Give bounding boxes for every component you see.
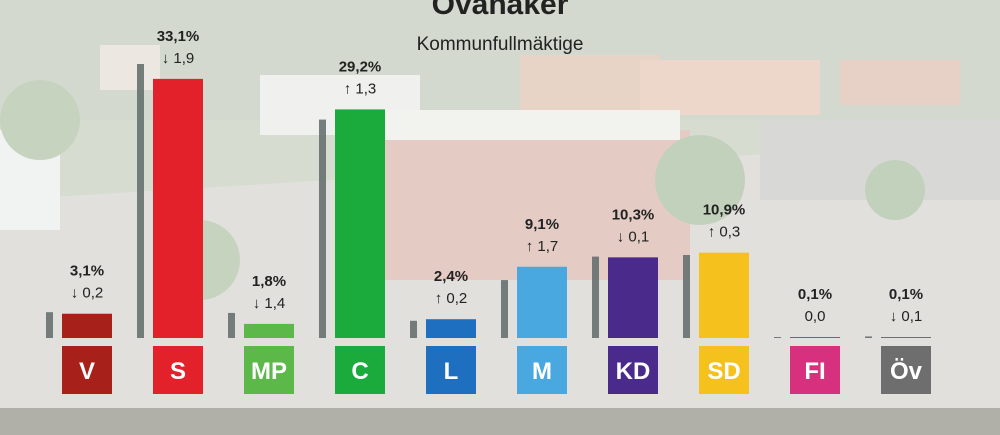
previous-result-bar [137, 64, 144, 338]
party-label: M [532, 358, 552, 385]
party-badge [517, 346, 567, 394]
previous-result-bar [774, 337, 781, 338]
previous-result-bar [865, 336, 872, 338]
chart-title: Ovanåker [431, 0, 569, 21]
change-label: 0,0 [805, 308, 826, 325]
party-label: KD [616, 358, 651, 385]
value-label: 2,4% [434, 268, 468, 285]
party-badge [790, 346, 840, 394]
result-bar [881, 337, 931, 338]
result-bar [608, 257, 658, 338]
change-label: ↑ 0,2 [435, 290, 468, 307]
party-label: MP [251, 358, 287, 385]
party-badge [153, 346, 203, 394]
chart-subtitle: Kommunfullmäktige [416, 34, 584, 55]
value-label: 1,8% [252, 273, 286, 290]
change-label: ↓ 1,4 [253, 295, 286, 312]
result-bar [153, 78, 203, 339]
previous-result-bar [683, 255, 690, 338]
value-label: 33,1% [157, 28, 200, 45]
party-badge [699, 346, 749, 394]
party-label: C [351, 358, 368, 385]
change-label: ↑ 1,7 [526, 238, 559, 255]
value-label: 9,1% [525, 216, 559, 233]
change-label: ↑ 0,3 [708, 224, 741, 241]
previous-result-bar [410, 320, 417, 338]
party-label: FI [804, 358, 825, 385]
party-badge [62, 346, 112, 394]
result-bar [426, 319, 476, 338]
result-bar [790, 337, 840, 338]
party-label: V [79, 358, 95, 385]
value-label: 0,1% [889, 286, 923, 303]
previous-result-bar [501, 280, 508, 338]
value-label: 29,2% [339, 58, 382, 75]
result-bar [517, 266, 567, 338]
party-badge [608, 346, 658, 394]
party-badge [335, 346, 385, 394]
change-label: ↓ 1,9 [162, 50, 195, 67]
previous-result-bar [228, 312, 235, 338]
change-label: ↑ 1,3 [344, 80, 377, 97]
result-bar [244, 323, 294, 338]
party-badge [426, 346, 476, 394]
party-label: L [444, 358, 459, 385]
party-badge [881, 346, 931, 394]
value-label: 0,1% [798, 286, 832, 303]
result-bar [62, 313, 112, 338]
previous-result-bar [46, 312, 53, 338]
value-label: 10,9% [703, 202, 746, 219]
party-label: Öv [890, 358, 923, 385]
change-label: ↓ 0,1 [890, 308, 923, 325]
party-label: SD [707, 358, 740, 385]
previous-result-bar [319, 119, 326, 338]
result-bar [335, 109, 385, 338]
value-label: 10,3% [612, 206, 655, 223]
change-label: ↓ 0,1 [617, 228, 650, 245]
change-label: ↓ 0,2 [71, 285, 104, 302]
value-label: 3,1% [70, 263, 104, 280]
party-label: S [170, 358, 186, 385]
previous-result-bar [592, 256, 599, 338]
party-badge [244, 346, 294, 394]
result-bar [699, 252, 749, 338]
